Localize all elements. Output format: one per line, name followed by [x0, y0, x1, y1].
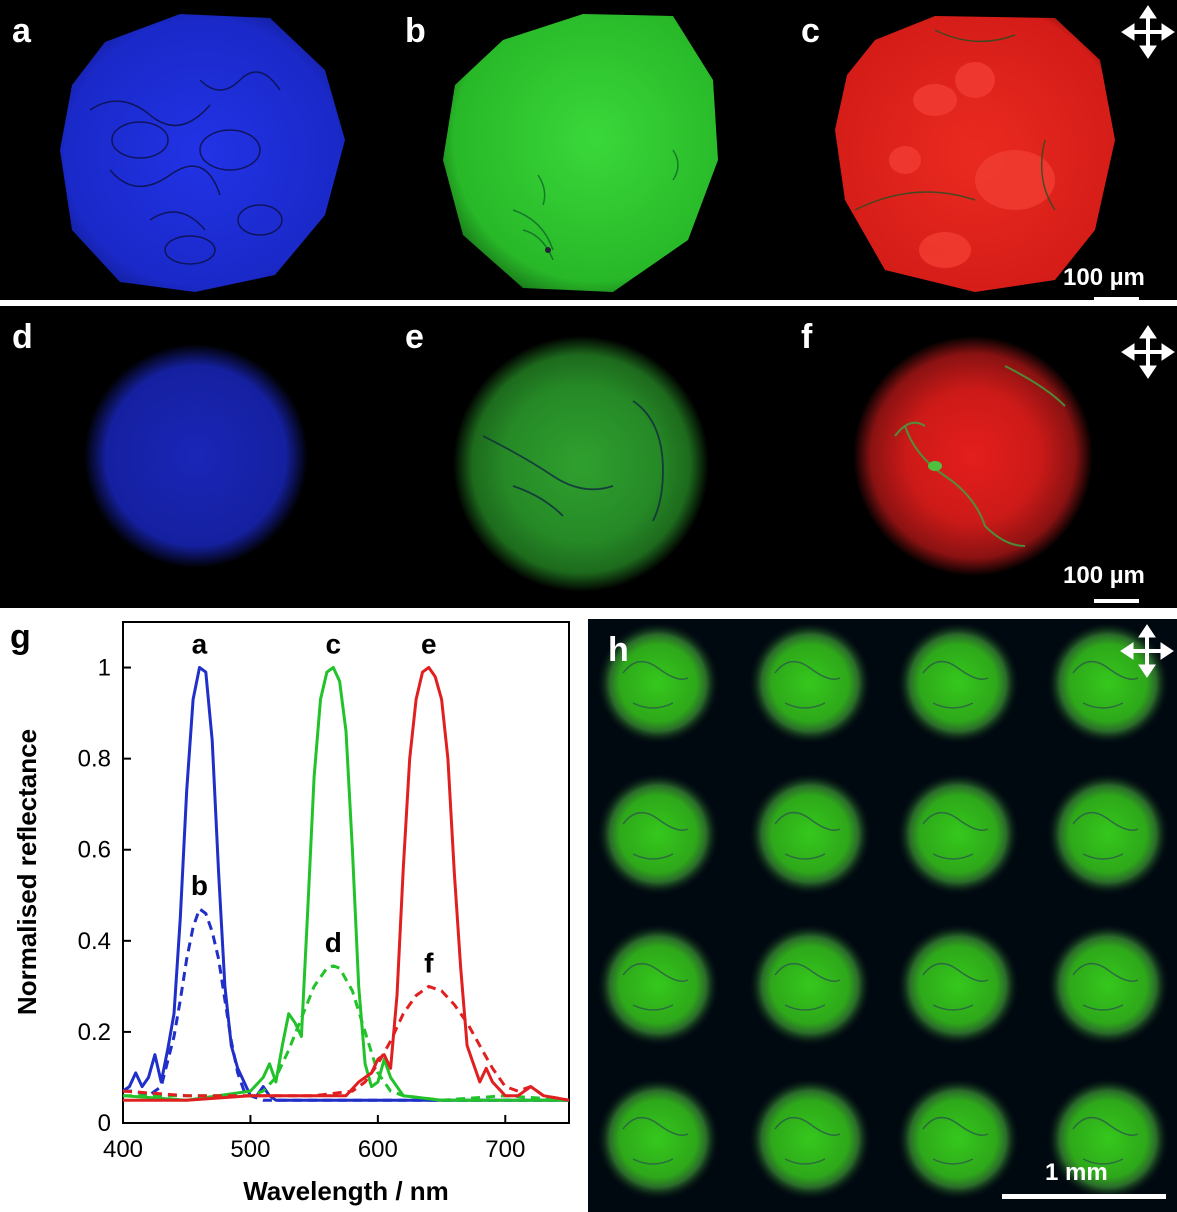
panel-g: 400 500 600 700 0 0.2 0.4 0.6 0.8 1 a b c d e f Wavele… [0, 610, 585, 1212]
y-tick-label: 0.4 [78, 928, 111, 955]
panel-label-f: f [801, 318, 813, 356]
droplet-defect-line [1072, 1116, 1139, 1165]
crossed-polarizers-icon [1121, 5, 1175, 59]
droplet-defect-line [922, 660, 989, 709]
droplet-defect-line [622, 811, 689, 860]
y-axis-label: Normalised reflectance [12, 729, 42, 1015]
series-line-d [123, 907, 569, 1102]
green-crystal-image [453, 336, 709, 592]
droplet-defect-line [1072, 962, 1139, 1011]
microdroplet [596, 1077, 720, 1201]
droplet-defect-line [774, 962, 841, 1011]
panel-c: c 100 µm [785, 0, 1177, 300]
y-tick-label: 1 [98, 655, 111, 682]
series-line-e [123, 964, 570, 1102]
panel-label-e: e [405, 318, 424, 356]
scale-bar-grid [1002, 1194, 1166, 1199]
droplet-defect-line [1072, 811, 1139, 860]
series-line-a [122, 666, 569, 1102]
droplet-defect-line [1072, 660, 1139, 709]
blue-crystal-image [60, 14, 345, 292]
series-line-c [123, 666, 570, 1102]
microdroplet [748, 1077, 872, 1201]
scale-bar-top [1094, 297, 1139, 300]
series-annotation-b: c [325, 629, 341, 660]
series-line-f [122, 984, 570, 1102]
crossed-polarizers-icon [1120, 624, 1174, 678]
droplet-defect-line [922, 811, 989, 860]
microdroplet [596, 923, 720, 1047]
x-tick-label: 500 [230, 1136, 270, 1163]
panel-e: e [393, 306, 785, 608]
series-annotation-f: f [424, 947, 434, 978]
scale-bar-label-middle: 100 µm [1063, 562, 1145, 589]
droplet-defect-line [774, 660, 841, 709]
scale-bar-label-grid: 1 mm [1045, 1159, 1108, 1186]
panel-a: a [0, 0, 393, 300]
crossed-polarizers-icon [1121, 325, 1175, 379]
reflectance-chart: 400 500 600 700 0 0.2 0.4 0.6 0.8 1 a b c d e f Wavele… [12, 621, 570, 1206]
series-annotation-e: d [325, 927, 342, 958]
microdroplet [896, 772, 1020, 896]
green-crystal-image [443, 14, 718, 292]
x-tick-label: 700 [485, 1136, 525, 1163]
droplet-defect-line [922, 1116, 989, 1165]
panel-label-c: c [801, 12, 820, 50]
red-crystal-image [853, 336, 1093, 576]
panel-b: b [393, 0, 785, 300]
panel-label-g: g [10, 618, 31, 656]
panel-label-a: a [12, 12, 31, 50]
droplet-defect-line [922, 962, 989, 1011]
series-annotation-c: e [421, 629, 437, 660]
microdroplet [1046, 1077, 1170, 1201]
microdroplet [896, 1077, 1020, 1201]
droplet-defect-line [622, 660, 689, 709]
microdroplet [596, 621, 720, 745]
y-tick-label: 0.6 [78, 837, 111, 864]
droplet-defect-line [774, 1116, 841, 1165]
x-tick-label: 600 [358, 1136, 398, 1163]
x-tick-label: 400 [103, 1136, 143, 1163]
panel-label-h: h [608, 631, 629, 669]
panel-label-b: b [405, 12, 426, 50]
droplet-defect-line [774, 811, 841, 860]
microdroplet [596, 772, 720, 896]
microdroplet [748, 621, 872, 745]
red-crystal-image [835, 16, 1115, 292]
panel-label-d: d [12, 318, 33, 356]
blue-crystal-image [84, 344, 308, 568]
series-annotation-a: a [192, 629, 208, 660]
series-line-b [122, 666, 569, 1102]
droplet-defect-line [622, 1116, 689, 1165]
microdroplet [1046, 772, 1170, 896]
microdroplet [896, 621, 1020, 745]
y-tick-label: 0.8 [78, 746, 111, 773]
panel-d: d [0, 306, 393, 608]
microdroplet-array-image [596, 621, 1170, 1201]
panel-h: h 1 mm [588, 619, 1177, 1212]
droplet-defect-line [622, 962, 689, 1011]
scale-bar-middle [1094, 599, 1139, 603]
microdroplet [896, 923, 1020, 1047]
microdroplet [748, 772, 872, 896]
microdroplet [1046, 923, 1170, 1047]
panel-f: f 100 µm [785, 306, 1177, 608]
microdroplet [748, 923, 872, 1047]
scale-bar-label-top: 100 µm [1063, 264, 1145, 291]
chart-frame [122, 621, 570, 1124]
y-tick-label: 0.2 [78, 1019, 111, 1046]
y-tick-label: 0 [98, 1110, 111, 1137]
x-axis-label: Wavelength / nm [243, 1176, 449, 1206]
series-annotation-d: b [191, 870, 208, 901]
